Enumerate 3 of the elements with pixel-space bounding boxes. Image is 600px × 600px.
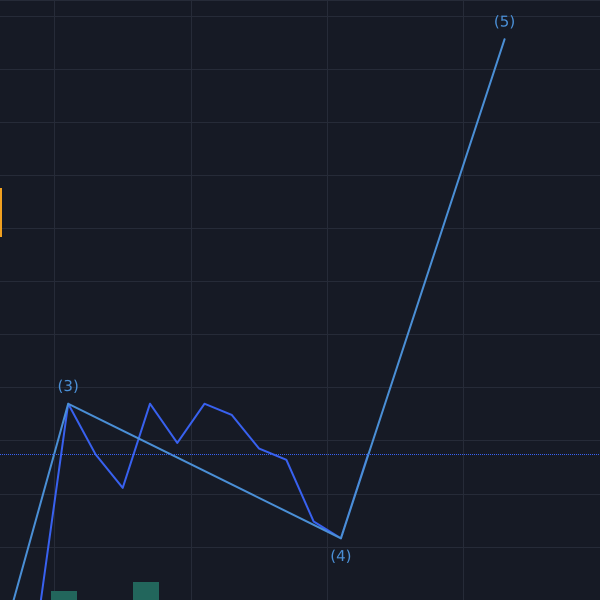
annotation: (4) <box>330 546 352 565</box>
annotation: (3) <box>58 377 79 396</box>
annotation: (5) <box>494 12 516 31</box>
